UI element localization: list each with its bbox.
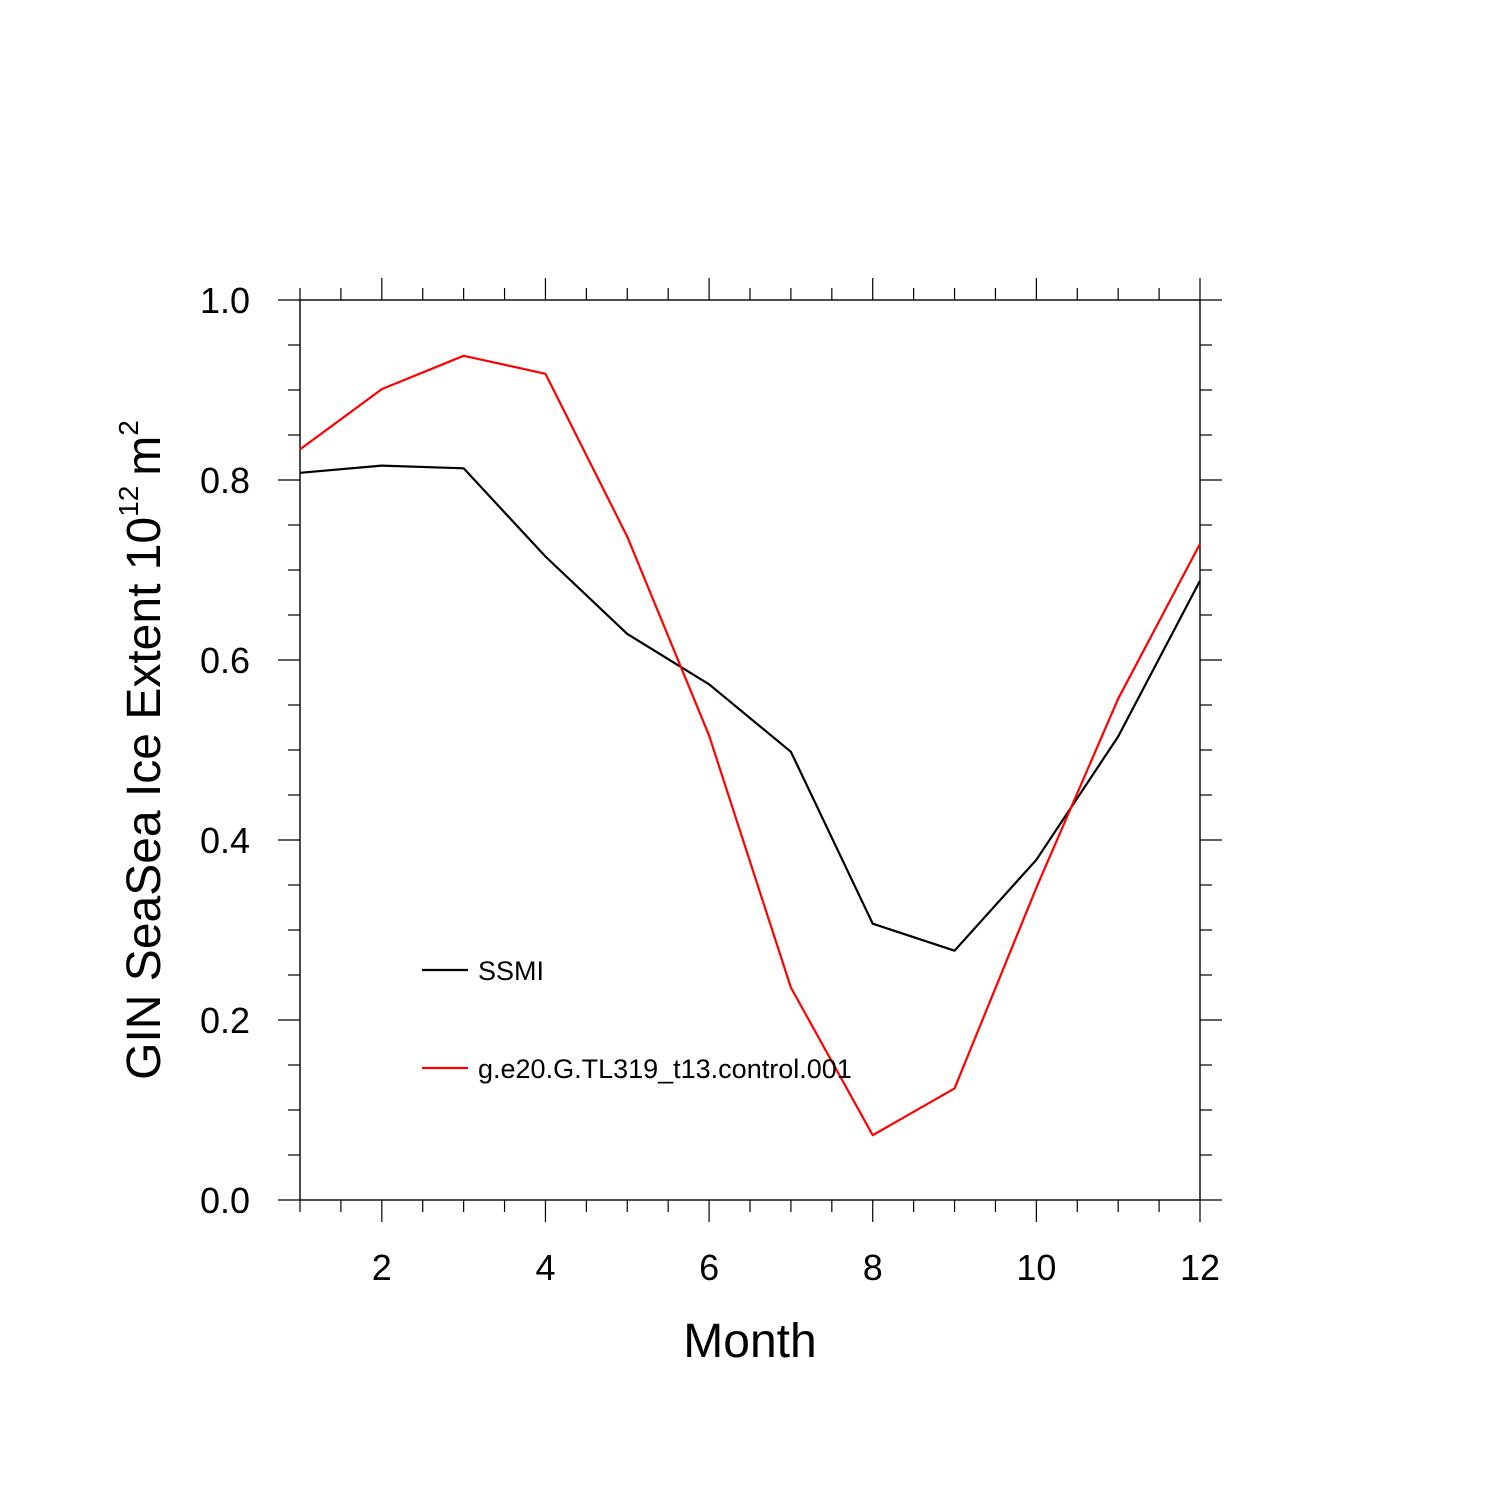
x-tick-label: 8 [863, 1247, 883, 1288]
y-tick-label: 0.4 [200, 820, 250, 861]
tick-labels: 2 4 6 8 10 12 0.0 0.2 0.4 0.6 0.8 1.0 [200, 280, 1220, 1288]
y-tick-label: 0.2 [200, 1000, 250, 1041]
x-tick-label: 6 [699, 1247, 719, 1288]
series-line-1 [299, 464, 1201, 952]
y-axis-label-unit: m [118, 436, 171, 476]
x-tick-label: 10 [1016, 1247, 1056, 1288]
legend-label-1: SSMI [478, 956, 544, 986]
series-line-2 [299, 354, 1201, 1137]
y-axis-label-unit-exponent: 2 [113, 420, 144, 436]
x-tick-label: 12 [1180, 1247, 1220, 1288]
y-tick-label: 0.8 [200, 460, 250, 501]
x-tick-label: 4 [535, 1247, 555, 1288]
y-axis-label-exponent: 12 [113, 486, 144, 517]
y-tick-label: 1.0 [200, 280, 250, 321]
y-tick-label: 0.0 [200, 1180, 250, 1221]
series-lines [299, 354, 1201, 1137]
x-axis-label: Month [683, 1315, 816, 1368]
legend-label-2: g.e20.G.TL319_t13.control.001 [478, 1054, 852, 1084]
y-axis-label: GIN SeaSea Ice Extent 1012 m2 [113, 420, 171, 1080]
legend: SSMI g.e20.G.TL319_t13.control.001 [422, 956, 852, 1084]
y-axis-label-text: GIN SeaSea Ice Extent 10 [118, 517, 171, 1080]
y-tick-label: 0.6 [200, 640, 250, 681]
x-tick-label: 2 [372, 1247, 392, 1288]
axis-ticks [278, 278, 1222, 1222]
